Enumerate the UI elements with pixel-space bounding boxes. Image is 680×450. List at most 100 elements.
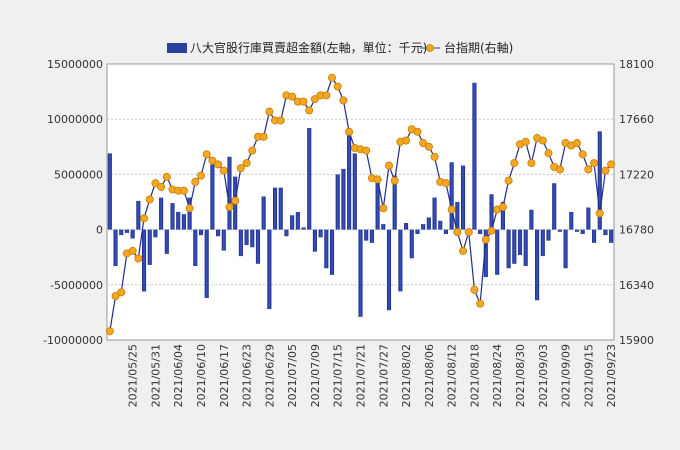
bar [517,229,523,255]
right-tick-label: 17220 [619,168,654,181]
bar [455,202,460,230]
index-point [191,177,200,186]
index-point [584,165,593,174]
bar [312,229,317,252]
x-tick-label: 2021/08/02 [400,344,413,407]
index-point [117,288,126,297]
index-point [487,226,496,235]
index-point [379,204,388,213]
index-point [214,160,223,169]
index-point [413,127,422,136]
index-point [527,159,536,168]
index-point [179,186,188,195]
index-point [185,204,194,213]
x-tick-label: 2021/06/04 [172,344,185,407]
index-point [373,175,382,184]
index-point [510,159,519,168]
x-tick-label: 2021/05/25 [127,344,140,407]
x-axis: 2021/05/25 2021/05/31 2021/06/04 2021/06/10… [127,344,619,407]
bar [170,203,175,230]
bar [141,229,147,292]
right-axis: 18100 17660 17220 16780 16340 15900 [619,58,654,347]
x-tick-label: 2021/06/10 [195,344,208,407]
index-point [362,146,371,155]
index-point [202,150,211,159]
left-tick-label: 10000000 [47,113,103,126]
bar [181,214,186,230]
bar [438,220,443,230]
bar [216,229,221,237]
bar [546,229,551,241]
index-point [134,254,143,263]
index-point [424,142,433,151]
index-point [328,73,337,82]
bar [335,174,340,230]
index-point [441,179,450,188]
x-tick-label: 2021/05/31 [149,344,162,407]
x-tick-label: 2021/07/05 [286,344,299,407]
index-point [299,97,308,106]
bar [130,229,135,239]
left-tick-label: -5000000 [50,279,103,292]
index-point [259,132,268,141]
left-tick-label: 15000000 [47,58,103,71]
index-point [572,139,581,148]
legend-bar-swatch [167,43,187,53]
x-tick-label: 2021/09/03 [537,344,550,407]
index-point [498,203,507,212]
bar [347,134,352,230]
bar [369,229,374,243]
bar [375,176,380,230]
line-series [105,73,616,336]
x-tick-label: 2021/06/17 [218,344,231,407]
bar [557,229,562,232]
index-point [162,172,171,181]
bar [272,187,278,230]
bar [512,229,517,264]
index-point [476,299,485,308]
bar [489,194,494,230]
index-point [276,116,285,125]
bar [267,229,272,310]
x-tick-label: 2021/07/27 [377,344,390,407]
bar [113,229,118,267]
bar [540,229,545,257]
bar [352,153,357,230]
bar [563,229,568,269]
bar [193,229,198,267]
x-tick-label: 2021/08/18 [468,344,481,407]
index-point [248,146,257,155]
index-point [322,91,331,100]
bar-series [107,82,614,317]
bar [500,202,505,230]
bar [307,128,312,230]
bar [580,229,585,235]
index-point [419,139,428,148]
index-point [111,292,120,301]
x-tick-label: 2021/09/23 [605,344,618,407]
index-point [236,164,245,173]
bar [107,153,112,230]
bar [552,183,557,230]
right-tick-label: 18100 [619,58,654,71]
x-tick-label: 2021/07/09 [309,344,322,407]
index-point [601,166,610,175]
x-tick-label: 2021/06/29 [263,344,276,407]
bar [176,211,181,230]
left-tick-label: 0 [96,224,103,237]
bar [238,229,243,257]
index-point [555,165,564,174]
bar [290,215,295,230]
bar [250,229,255,248]
index-point [402,136,411,145]
index-point [447,205,456,214]
index-point [231,196,240,205]
legend-bar-label: 八大官股行庫買賣超金額(左軸，單位：千元) [190,40,427,55]
index-point [504,176,513,185]
bar [341,168,346,230]
index-point [105,327,114,336]
bar [198,229,204,236]
bar [460,165,466,230]
index-point [151,179,160,188]
